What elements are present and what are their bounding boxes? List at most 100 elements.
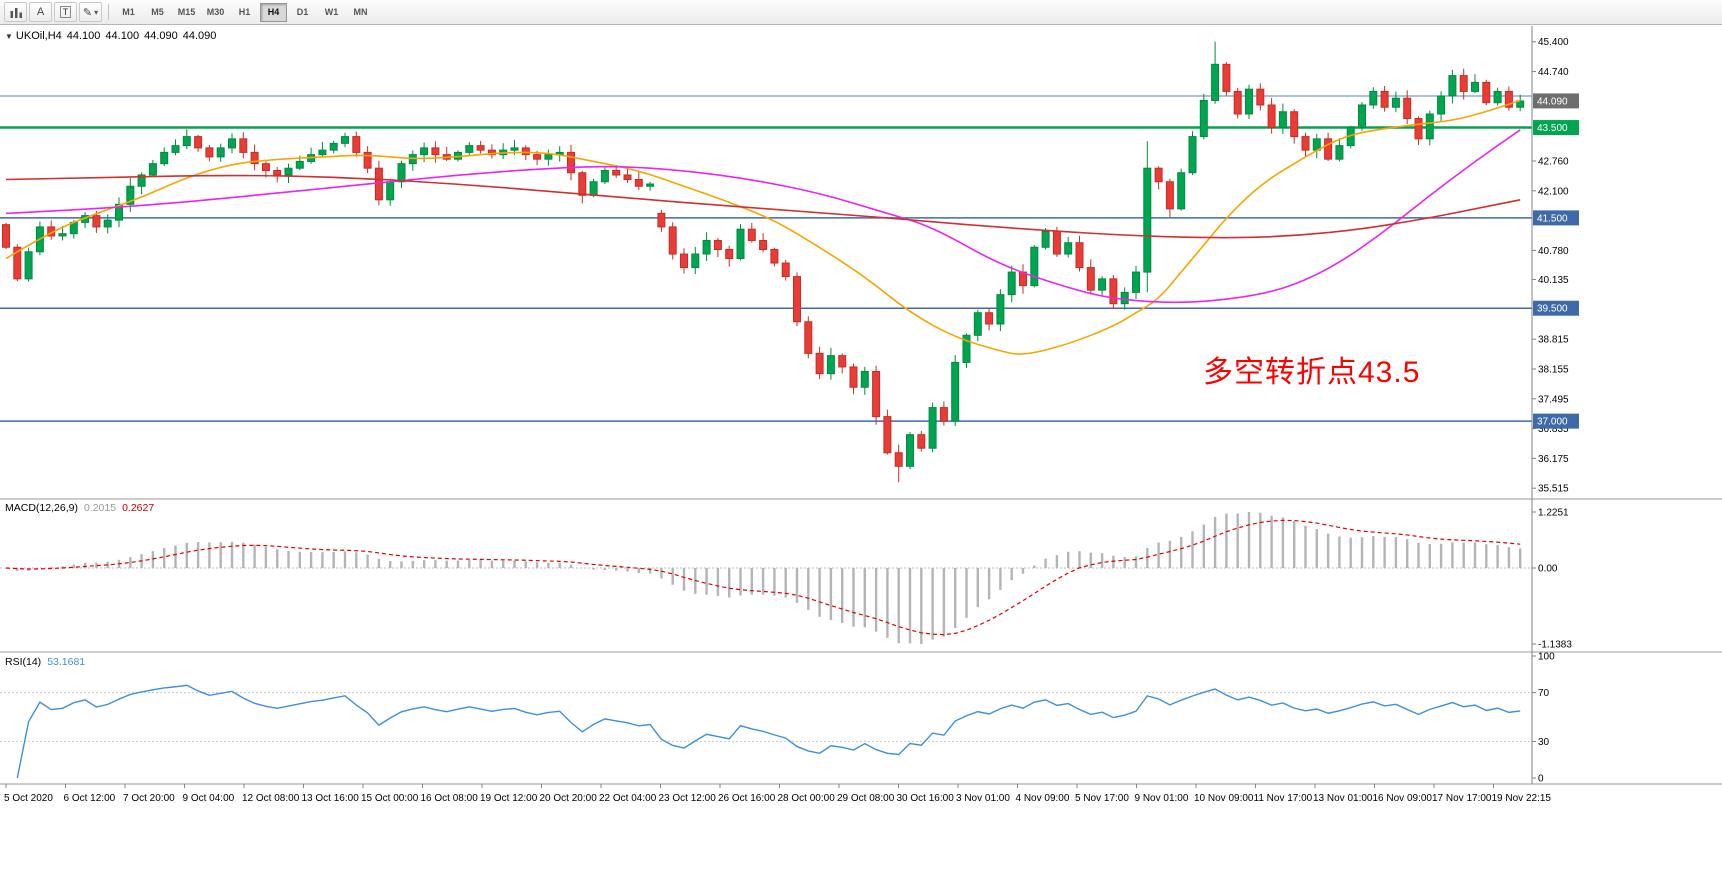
rsi-value: 53.1681 xyxy=(47,656,86,668)
price-axis-label: 38.815 xyxy=(1538,335,1569,346)
svg-text:100: 100 xyxy=(1538,652,1555,663)
time-axis-label: 17 Nov 17:00 xyxy=(1432,793,1492,804)
svg-text:37.000: 37.000 xyxy=(1537,417,1568,428)
rsi-axis-labels: 100 70 30 0 xyxy=(1532,652,1555,785)
symbol-period-label: UKOil,H4 xyxy=(15,30,62,42)
timeframe-button-m30[interactable]: M30 xyxy=(206,7,225,17)
price-axis-label: 36.835 xyxy=(1538,424,1569,435)
macd-indicator-label: MACD(12,26,9) 0.2015 0.2627 xyxy=(5,502,160,514)
price-axis-label: 37.495 xyxy=(1538,394,1569,405)
bar-chart-icon-glyph xyxy=(10,8,22,18)
bar-chart-icon[interactable] xyxy=(4,2,27,22)
price-axis-label: 35.515 xyxy=(1538,484,1569,495)
timeframe-button-m5[interactable]: M5 xyxy=(151,7,164,17)
price-axis-label: 40.135 xyxy=(1538,275,1569,286)
time-axis-label: 30 Oct 16:00 xyxy=(897,793,955,804)
price-axis-label: 45.400 xyxy=(1538,37,1569,48)
chart-title: ▼ UKOil,H4 44.100 44.100 44.090 44.090 xyxy=(5,30,221,42)
ohlc-low: 44.090 xyxy=(144,30,178,42)
timeframe-toolbar: M1 M5 M15 M30 H1 H4 D1 W1 MN xyxy=(114,2,375,22)
timeframe-button-w1[interactable]: W1 xyxy=(324,7,339,17)
time-axis-label: 10 Nov 09:00 xyxy=(1194,793,1254,804)
timeframe-button-h4[interactable]: H4 xyxy=(260,2,287,22)
letter-a-icon: A xyxy=(36,6,45,18)
timeframe-button-h1[interactable]: H1 xyxy=(238,7,251,17)
price-axis-label: 38.155 xyxy=(1538,364,1569,375)
price-axis-label: 42.760 xyxy=(1538,156,1569,167)
toolbar: A T ✎ ▾ M1 M5 M15 M30 H1 H4 D1 W1 MN xyxy=(0,0,1722,25)
svg-text:43.500: 43.500 xyxy=(1537,123,1568,134)
time-axis-label: 9 Nov 01:00 xyxy=(1135,793,1189,804)
time-axis-label: 28 Oct 00:00 xyxy=(778,793,836,804)
macd-name: MACD(12,26,9) xyxy=(5,502,78,514)
time-axis-label: 9 Oct 04:00 xyxy=(183,793,235,804)
ohlc-close: 44.090 xyxy=(182,30,217,42)
price-tag-39.500: 39.500 xyxy=(1533,300,1579,316)
price-tag-43.500: 43.500 xyxy=(1533,120,1579,136)
draw-tool-button[interactable]: ✎ ▾ xyxy=(79,2,102,22)
macd-axis-labels: 1.2251 0.00 -1.1383 xyxy=(1532,508,1572,651)
candlesticks xyxy=(2,41,1525,483)
time-axis-label: 19 Nov 22:15 xyxy=(1492,793,1552,804)
rsi-name: RSI(14) xyxy=(5,656,42,668)
svg-text:0: 0 xyxy=(1538,774,1544,785)
price-axis-label: 36.175 xyxy=(1538,454,1569,465)
macd-value-main: 0.2015 xyxy=(83,502,117,514)
time-axis-label: 13 Oct 16:00 xyxy=(302,793,360,804)
timeframe-button-m15[interactable]: M15 xyxy=(177,7,196,17)
time-axis-label: 20 Oct 20:00 xyxy=(540,793,598,804)
ma-fast-orange-line xyxy=(5,99,1521,355)
price-axis-label: 40.780 xyxy=(1538,246,1569,257)
macd-value-signal: 0.2627 xyxy=(122,502,155,514)
macd-signal-line xyxy=(5,519,1521,636)
timeframe-button-m1[interactable]: M1 xyxy=(122,7,135,17)
time-axis-label: 26 Oct 16:00 xyxy=(718,793,776,804)
time-axis-label: 13 Nov 01:00 xyxy=(1313,793,1373,804)
time-axis-label: 16 Nov 09:00 xyxy=(1373,793,1433,804)
time-axis-label: 16 Oct 08:00 xyxy=(421,793,479,804)
price-tag-37.000: 37.000 xyxy=(1533,413,1579,429)
timeframe-button-mn[interactable]: MN xyxy=(353,7,368,17)
time-axis-label: 7 Oct 20:00 xyxy=(123,793,175,804)
svg-text:41.500: 41.500 xyxy=(1537,213,1568,224)
time-axis-label: 4 Nov 09:00 xyxy=(1016,793,1070,804)
chart-text-annotation[interactable]: 多空转折点43.5 xyxy=(1203,356,1421,389)
price-axis-labels: 45.400 44.740 42.760 42.100 40.780 40.135 38.8… xyxy=(1532,37,1569,495)
price-axis-label: 44.740 xyxy=(1538,67,1569,78)
text-tool-button[interactable]: T xyxy=(54,2,77,22)
svg-text:1.2251: 1.2251 xyxy=(1538,508,1569,519)
text-tool-icon: T xyxy=(59,6,72,18)
svg-text:0.00: 0.00 xyxy=(1538,564,1558,575)
dropdown-caret-icon: ▾ xyxy=(94,7,99,17)
time-axis-label: 19 Oct 12:00 xyxy=(480,793,538,804)
time-axis-label: 6 Oct 12:00 xyxy=(64,793,116,804)
price-tag-41.500: 41.500 xyxy=(1533,210,1579,226)
rsi-line xyxy=(16,684,1521,779)
rsi-indicator-label: RSI(14) 53.1681 xyxy=(5,656,91,668)
ohlc-open: 44.100 xyxy=(66,30,101,42)
time-axis-label: 23 Oct 12:00 xyxy=(659,793,717,804)
toolbar-separator xyxy=(108,4,109,20)
svg-text:39.500: 39.500 xyxy=(1537,304,1568,315)
time-axis-label: 11 Nov 17:00 xyxy=(1254,793,1313,804)
time-axis-label: 5 Nov 17:00 xyxy=(1075,793,1129,804)
ohlc-high: 44.100 xyxy=(105,30,140,42)
svg-text:-1.1383: -1.1383 xyxy=(1538,640,1572,651)
time-axis-label: 5 Oct 2020 xyxy=(4,793,53,804)
svg-text:70: 70 xyxy=(1538,688,1550,699)
time-axis-label: 29 Oct 08:00 xyxy=(837,793,895,804)
svg-text:44.090: 44.090 xyxy=(1537,96,1568,107)
time-axis[interactable]: 5 Oct 2020 6 Oct 12:00 7 Oct 20:00 9 Oct 04… xyxy=(4,784,1551,804)
ma-medium-magenta-line xyxy=(5,129,1521,304)
draw-tool-icon: ✎ xyxy=(82,6,93,19)
ma-slow-red-line xyxy=(5,174,1521,239)
svg-text:30: 30 xyxy=(1538,737,1550,748)
timeframe-button-d1[interactable]: D1 xyxy=(296,7,309,17)
time-axis-label: 3 Nov 01:00 xyxy=(956,793,1010,804)
price-axis-label: 42.100 xyxy=(1538,186,1569,197)
one-click-trading-arrow-icon[interactable]: ▼ xyxy=(5,32,13,41)
price-tag-44.090: 44.090 xyxy=(1533,93,1579,109)
letter-a-tool-button[interactable]: A xyxy=(29,2,52,22)
